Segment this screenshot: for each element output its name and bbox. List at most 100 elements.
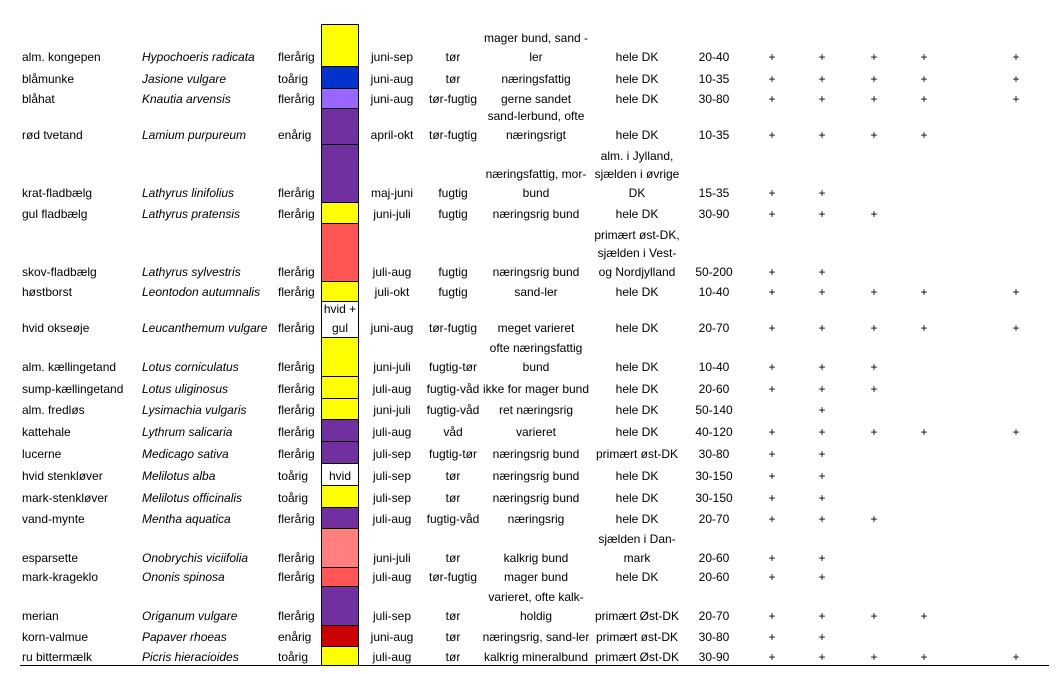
latin-name: Papaver rhoeas bbox=[142, 629, 227, 644]
life-cycle: flerårig bbox=[278, 550, 315, 565]
life-cycle: flerårig bbox=[278, 511, 315, 526]
distribution-line: hele DK bbox=[615, 490, 659, 505]
flower-color-swatch bbox=[321, 586, 359, 625]
latin-name: Lathyrus pratensis bbox=[142, 206, 241, 221]
habitat-mark: + bbox=[768, 264, 776, 279]
bloom-period: april-okt bbox=[370, 127, 414, 142]
danish-name: krat-fladbælg bbox=[22, 185, 93, 200]
swatch-top-border bbox=[321, 24, 359, 25]
moisture: tør-fugtig bbox=[428, 320, 478, 335]
table-row: korn-valmue Papaver rhoeas enårig juni-aug t… bbox=[0, 625, 1061, 646]
danish-name: ru bittermælk bbox=[22, 649, 93, 664]
plant-height: 15-35 bbox=[698, 185, 730, 200]
habitat-mark: + bbox=[920, 71, 928, 86]
habitat-mark: + bbox=[1012, 49, 1020, 64]
moisture: fugtig bbox=[438, 185, 468, 200]
habitat-mark: + bbox=[768, 446, 776, 461]
soil-type-line: næringsrig bund bbox=[492, 490, 580, 505]
life-cycle: flerårig bbox=[278, 424, 315, 439]
distribution-line: hele DK bbox=[615, 284, 659, 299]
table-row: rød tvetand Lamium purpureum enårig april-o… bbox=[0, 108, 1061, 144]
soil-type-line: næringsrigt bbox=[505, 127, 567, 142]
flower-color-swatch bbox=[321, 88, 359, 108]
moisture: fugtig bbox=[438, 284, 468, 299]
latin-name: Lathyrus sylvestris bbox=[142, 264, 241, 279]
latin-name: Ononis spinosa bbox=[142, 569, 225, 584]
danish-name: vand-mynte bbox=[22, 511, 85, 526]
flower-color-swatch bbox=[321, 419, 359, 441]
habitat-mark: + bbox=[870, 320, 878, 335]
distribution-line: DK bbox=[628, 185, 646, 200]
plant-height: 30-80 bbox=[698, 629, 730, 644]
table-row: mark-krageklo Ononis spinosa flerårig juli-… bbox=[0, 567, 1061, 586]
habitat-mark: + bbox=[768, 550, 776, 565]
bloom-period: juni-aug bbox=[370, 320, 414, 335]
plant-height: 30-90 bbox=[698, 649, 730, 664]
bloom-period: juni-juli bbox=[373, 206, 411, 221]
habitat-mark: + bbox=[1012, 424, 1020, 439]
habitat-mark: + bbox=[920, 284, 928, 299]
habitat-mark: + bbox=[768, 359, 776, 374]
bloom-period: juni-aug bbox=[370, 629, 414, 644]
habitat-mark: + bbox=[1012, 649, 1020, 664]
danish-name: kattehale bbox=[22, 424, 71, 439]
moisture: tør bbox=[445, 649, 461, 664]
bloom-period: juni-juli bbox=[373, 359, 411, 374]
habitat-mark: + bbox=[818, 649, 826, 664]
habitat-mark: + bbox=[768, 511, 776, 526]
table-row: mark-stenkløver Melilotus officinalis toår… bbox=[0, 485, 1061, 507]
habitat-mark: + bbox=[768, 71, 776, 86]
latin-name: Lysimachia vulgaris bbox=[142, 402, 247, 417]
life-cycle: flerårig bbox=[278, 91, 315, 106]
habitat-mark: + bbox=[768, 649, 776, 664]
flower-color-swatch bbox=[321, 398, 359, 419]
soil-type-line: holdig bbox=[519, 608, 553, 623]
soil-type-line: gerne sandet bbox=[500, 91, 572, 106]
life-cycle: flerårig bbox=[278, 381, 315, 396]
habitat-mark: + bbox=[818, 424, 826, 439]
soil-type-line: næringsrig, sand-ler bbox=[482, 629, 590, 644]
moisture: tør bbox=[445, 629, 461, 644]
flower-color-swatch bbox=[321, 567, 359, 586]
habitat-mark: + bbox=[920, 49, 928, 64]
habitat-mark: + bbox=[818, 381, 826, 396]
soil-type-line: næringsfattig, mor- bbox=[485, 167, 587, 181]
distribution-line: primært øst-DK bbox=[596, 629, 678, 644]
distribution-line: hele DK bbox=[615, 71, 659, 86]
habitat-mark: + bbox=[818, 71, 826, 86]
table-row: krat-fladbælg Lathyrus linifolius flerårig… bbox=[0, 144, 1061, 202]
soil-type-line: bund bbox=[522, 359, 550, 374]
table-row: høstborst Leontodon autumnalis flerårig jul… bbox=[0, 281, 1061, 301]
distribution-line: og Nordjylland bbox=[598, 264, 676, 279]
flower-color-swatch bbox=[321, 223, 359, 281]
habitat-mark: + bbox=[768, 381, 776, 396]
table-row: alm. kongepen Hypochoeris radicata fleråri… bbox=[0, 24, 1061, 66]
latin-name: Knautia arvensis bbox=[142, 91, 231, 106]
moisture: våd bbox=[443, 424, 463, 439]
habitat-mark: + bbox=[768, 320, 776, 335]
flower-color-swatch bbox=[321, 441, 359, 463]
soil-type-line: næringsrig bund bbox=[492, 206, 580, 221]
distribution-line: hele DK bbox=[615, 49, 659, 64]
distribution-line: hele DK bbox=[615, 320, 659, 335]
latin-name: Medicago sativa bbox=[142, 446, 229, 461]
danish-name: sump-kællingetand bbox=[22, 381, 124, 396]
table-row: alm. kællingetand Lotus corniculatus flerå… bbox=[0, 337, 1061, 376]
flower-color-swatch bbox=[321, 507, 359, 528]
moisture: tør bbox=[445, 550, 461, 565]
habitat-mark: + bbox=[768, 490, 776, 505]
table-row: sump-kællingetand Lotus uliginosus fleråri… bbox=[0, 376, 1061, 398]
distribution-line: hele DK bbox=[615, 468, 659, 483]
soil-type-line: meget varieret bbox=[497, 320, 575, 335]
distribution-line: hele DK bbox=[615, 206, 659, 221]
soil-type-line: ret næringsrig bbox=[498, 402, 574, 417]
soil-type-line: sand-lerbund, ofte bbox=[487, 109, 585, 123]
soil-type-line: næringsfattig bbox=[501, 71, 571, 86]
latin-name: Lamium purpureum bbox=[142, 127, 247, 142]
life-cycle: flerårig bbox=[278, 185, 315, 200]
moisture: fugtig-våd bbox=[426, 381, 480, 396]
bloom-period: juni-aug bbox=[370, 91, 414, 106]
life-cycle: flerårig bbox=[278, 49, 315, 64]
bloom-period: juli-aug bbox=[372, 649, 412, 664]
habitat-mark: + bbox=[870, 49, 878, 64]
